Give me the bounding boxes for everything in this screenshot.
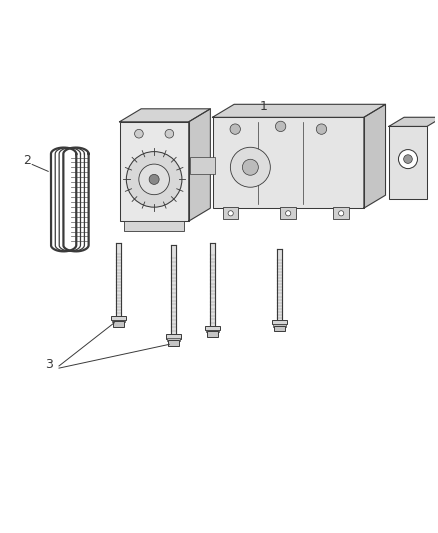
Text: 2: 2	[24, 154, 32, 167]
FancyBboxPatch shape	[205, 326, 220, 330]
Polygon shape	[189, 109, 210, 221]
FancyBboxPatch shape	[120, 122, 189, 221]
Circle shape	[286, 211, 291, 216]
Circle shape	[242, 159, 258, 175]
FancyBboxPatch shape	[333, 207, 349, 219]
Polygon shape	[210, 243, 215, 327]
Circle shape	[149, 174, 159, 184]
Text: 1: 1	[260, 100, 268, 113]
Circle shape	[126, 151, 182, 207]
Circle shape	[139, 164, 170, 195]
FancyBboxPatch shape	[280, 207, 296, 219]
FancyBboxPatch shape	[274, 326, 285, 332]
FancyBboxPatch shape	[273, 324, 286, 327]
Circle shape	[276, 121, 286, 132]
Polygon shape	[120, 109, 210, 122]
FancyBboxPatch shape	[223, 207, 238, 219]
FancyBboxPatch shape	[113, 321, 124, 327]
FancyBboxPatch shape	[111, 316, 126, 320]
Polygon shape	[364, 104, 385, 208]
FancyBboxPatch shape	[166, 334, 181, 338]
Circle shape	[339, 211, 344, 216]
FancyBboxPatch shape	[272, 320, 287, 325]
Circle shape	[404, 155, 412, 164]
Circle shape	[134, 130, 143, 138]
FancyBboxPatch shape	[190, 157, 215, 174]
Text: 3: 3	[45, 358, 53, 371]
Polygon shape	[389, 117, 438, 126]
Circle shape	[316, 124, 327, 134]
Circle shape	[165, 130, 174, 138]
FancyBboxPatch shape	[207, 332, 218, 337]
FancyBboxPatch shape	[212, 117, 364, 208]
Polygon shape	[212, 104, 385, 117]
Circle shape	[399, 150, 417, 168]
FancyBboxPatch shape	[168, 340, 179, 345]
FancyBboxPatch shape	[206, 329, 219, 332]
FancyBboxPatch shape	[113, 320, 125, 322]
Polygon shape	[171, 245, 176, 336]
Circle shape	[230, 147, 270, 187]
Polygon shape	[116, 243, 121, 317]
FancyBboxPatch shape	[124, 221, 184, 231]
FancyBboxPatch shape	[389, 126, 427, 199]
Circle shape	[228, 211, 233, 216]
FancyBboxPatch shape	[167, 338, 180, 341]
Polygon shape	[277, 249, 282, 321]
Circle shape	[230, 124, 240, 134]
